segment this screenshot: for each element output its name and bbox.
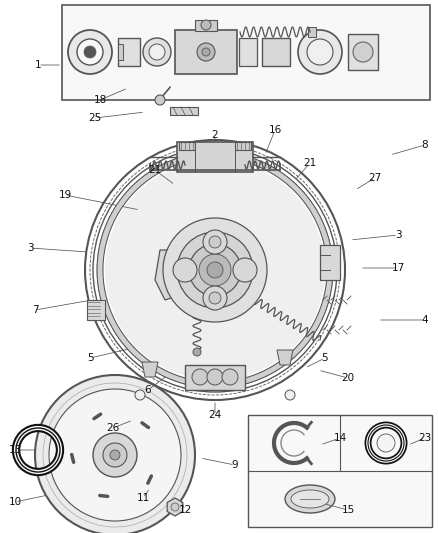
Circle shape: [93, 433, 137, 477]
Circle shape: [35, 375, 195, 533]
Text: 23: 23: [418, 433, 431, 443]
Bar: [62, 5, 430, 100]
Circle shape: [105, 160, 325, 380]
Text: 3: 3: [27, 243, 33, 253]
Text: 3: 3: [395, 230, 401, 240]
Text: 1: 1: [35, 60, 41, 70]
Circle shape: [203, 286, 227, 310]
Text: 5: 5: [87, 353, 93, 363]
Bar: [248, 415, 432, 527]
Circle shape: [222, 369, 238, 385]
Polygon shape: [142, 362, 158, 377]
Circle shape: [207, 369, 223, 385]
Circle shape: [143, 38, 171, 66]
Text: 18: 18: [93, 95, 106, 105]
Bar: [177, 142, 253, 172]
Circle shape: [207, 262, 223, 278]
Text: 14: 14: [333, 433, 346, 443]
Text: 19: 19: [58, 190, 72, 200]
Text: 8: 8: [422, 140, 428, 150]
Circle shape: [197, 43, 215, 61]
Circle shape: [298, 30, 342, 74]
Circle shape: [177, 232, 253, 308]
Text: 13: 13: [8, 445, 21, 455]
Text: 11: 11: [136, 493, 150, 503]
Bar: [308, 27, 316, 37]
Text: 17: 17: [392, 263, 405, 273]
Polygon shape: [155, 250, 205, 300]
Bar: [262, 38, 290, 66]
Polygon shape: [167, 498, 183, 516]
Circle shape: [233, 258, 257, 282]
Circle shape: [189, 244, 241, 296]
Circle shape: [192, 369, 208, 385]
Circle shape: [202, 48, 210, 56]
Polygon shape: [277, 350, 293, 365]
Circle shape: [49, 389, 181, 521]
Circle shape: [173, 258, 197, 282]
Bar: [175, 30, 237, 74]
Circle shape: [193, 348, 201, 356]
Circle shape: [77, 39, 103, 65]
Circle shape: [199, 254, 231, 286]
Circle shape: [307, 39, 333, 65]
Text: 2: 2: [212, 130, 218, 140]
Bar: [320, 245, 340, 280]
Circle shape: [84, 46, 96, 58]
Bar: [185, 365, 245, 390]
Text: 25: 25: [88, 113, 102, 123]
Text: 26: 26: [106, 423, 120, 433]
Text: 16: 16: [268, 125, 282, 135]
Text: 9: 9: [232, 460, 238, 470]
Circle shape: [163, 218, 267, 322]
Text: 5: 5: [321, 353, 328, 363]
Text: 6: 6: [145, 385, 151, 395]
Text: 10: 10: [8, 497, 21, 507]
Text: 7: 7: [32, 305, 38, 315]
Circle shape: [209, 236, 221, 248]
Bar: [348, 34, 378, 70]
Bar: [195, 20, 217, 31]
Circle shape: [171, 503, 179, 511]
Ellipse shape: [285, 485, 335, 513]
Circle shape: [155, 95, 165, 105]
Ellipse shape: [291, 490, 329, 508]
Circle shape: [201, 20, 211, 30]
Circle shape: [110, 450, 120, 460]
Text: 27: 27: [368, 173, 381, 183]
Text: 24: 24: [208, 410, 222, 420]
Bar: [118, 38, 140, 66]
Circle shape: [285, 390, 295, 400]
Circle shape: [149, 44, 165, 60]
Bar: [170, 107, 198, 115]
Bar: [179, 142, 195, 150]
Circle shape: [377, 434, 395, 452]
Text: 12: 12: [178, 505, 192, 515]
Text: 15: 15: [341, 505, 355, 515]
Text: 4: 4: [422, 315, 428, 325]
Bar: [239, 38, 257, 66]
Circle shape: [353, 42, 373, 62]
Text: 20: 20: [342, 373, 355, 383]
Circle shape: [68, 30, 112, 74]
Circle shape: [209, 292, 221, 304]
Circle shape: [103, 443, 127, 467]
Bar: [235, 142, 251, 150]
Circle shape: [203, 230, 227, 254]
Text: 21: 21: [148, 165, 162, 175]
Bar: [118, 44, 123, 60]
Text: 21: 21: [304, 158, 317, 168]
Bar: [87, 300, 105, 320]
Circle shape: [135, 390, 145, 400]
